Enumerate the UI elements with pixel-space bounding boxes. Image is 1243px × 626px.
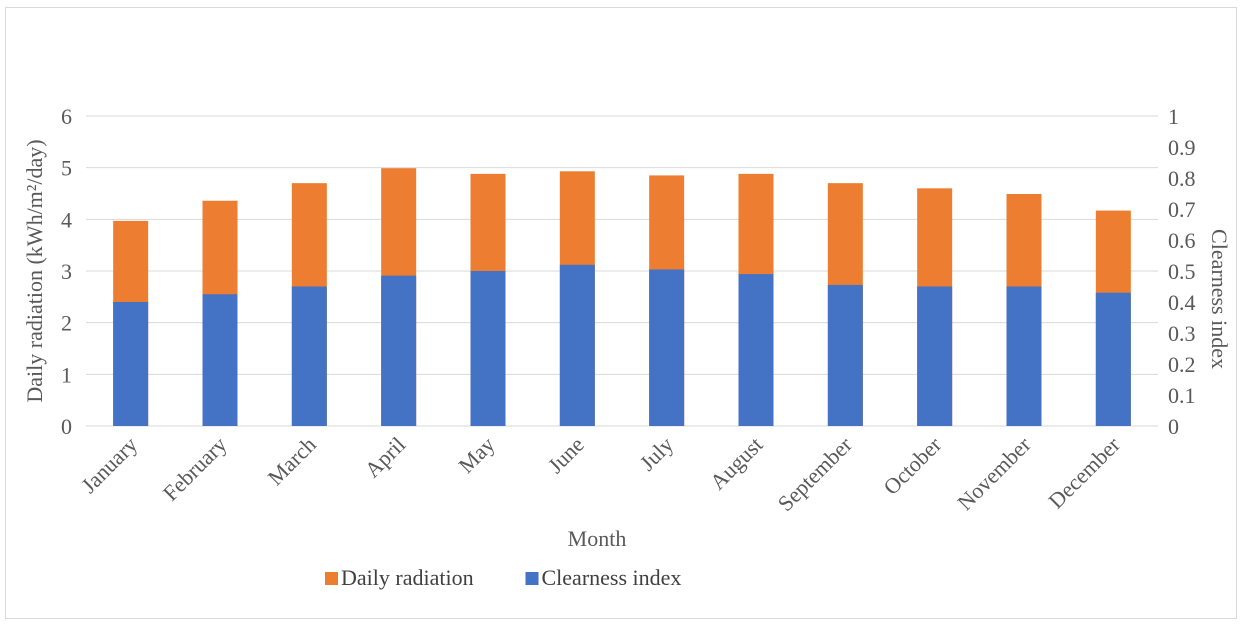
right-tick-label: 0.5: [1168, 259, 1196, 284]
bar-clearness-index: [738, 274, 774, 426]
x-tick-label: April: [360, 432, 411, 483]
left-tick-label: 3: [61, 259, 72, 284]
right-tick-label: 0.8: [1168, 166, 1196, 191]
left-axis-title: Daily radiation (kWh/m²/day): [22, 139, 47, 402]
bar-clearness-index: [381, 275, 417, 426]
left-tick-label: 2: [61, 311, 72, 336]
right-tick-label: 0.1: [1168, 383, 1196, 408]
right-tick-label: 0.7: [1168, 197, 1196, 222]
right-tick-label: 1: [1168, 104, 1179, 129]
right-tick-label: 0.9: [1168, 135, 1196, 160]
right-tick-label: 0.3: [1168, 321, 1196, 346]
x-tick-label: August: [705, 432, 768, 495]
x-tick-label: July: [635, 432, 679, 476]
legend-label: Daily radiation: [341, 565, 474, 590]
x-axis-ticks: January February March April May June July Augu…: [76, 431, 1125, 516]
right-axis-ticks: 0 0.1 0.2 0.3 0.4 0.5 0.6 0.7 0.8 0.9 1: [1168, 104, 1196, 439]
x-tick-label: February: [158, 432, 232, 506]
left-tick-label: 0: [61, 414, 72, 439]
bar-clearness-index: [559, 264, 595, 426]
left-tick-label: 5: [61, 156, 72, 181]
bar-clearness-index: [1095, 292, 1131, 426]
right-tick-label: 0: [1168, 414, 1179, 439]
x-tick-label: January: [76, 432, 142, 498]
legend-label: Clearness index: [542, 565, 682, 590]
bar-clearness-index: [291, 286, 327, 426]
x-axis-title: Month: [568, 526, 627, 551]
x-tick-label: October: [878, 431, 946, 499]
bar-clearness-index: [113, 302, 149, 426]
x-tick-label: March: [263, 432, 321, 490]
x-tick-label: December: [1043, 431, 1125, 513]
legend-swatch: [525, 572, 539, 585]
bar-clearness-index: [470, 271, 506, 426]
legend-swatch: [325, 572, 338, 585]
left-tick-label: 1: [61, 362, 72, 387]
gridlines: [86, 115, 1158, 427]
bar-clearness-index: [1006, 286, 1042, 426]
left-tick-label: 6: [61, 104, 72, 129]
right-tick-label: 0.4: [1168, 290, 1196, 315]
left-axis-ticks: 0 1 2 3 4 5 6: [61, 104, 72, 439]
right-axis-title: Clearness index: [1207, 229, 1232, 369]
x-tick-label: May: [453, 432, 499, 478]
bars: [113, 168, 1131, 426]
x-tick-label: June: [543, 432, 589, 478]
legend: Daily radiation Clearness index: [325, 565, 681, 590]
bar-clearness-index: [202, 294, 238, 426]
bar-clearness-index: [917, 286, 953, 426]
left-tick-label: 4: [61, 207, 72, 232]
right-tick-label: 0.6: [1168, 228, 1196, 253]
x-tick-label: September: [773, 431, 858, 516]
bar-clearness-index: [827, 284, 863, 426]
right-tick-label: 0.2: [1168, 352, 1196, 377]
x-tick-label: November: [952, 431, 1036, 515]
bar-clearness-index: [649, 269, 685, 426]
